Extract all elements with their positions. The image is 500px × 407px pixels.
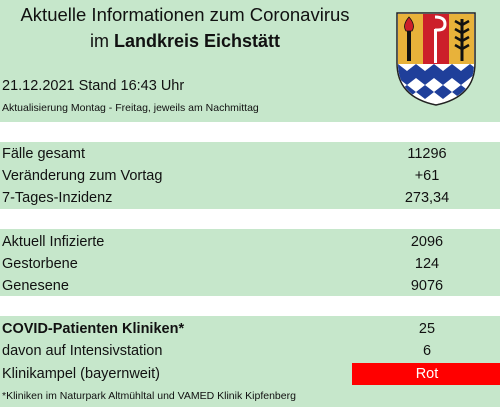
row-value: +61	[414, 168, 440, 184]
table-row: davon auf Intensivstation 6	[0, 340, 500, 362]
clinic-traffic-light-badge: Rot	[352, 363, 500, 385]
row-label: davon auf Intensivstation	[2, 343, 163, 359]
row-label: Veränderung zum Vortag	[2, 168, 163, 184]
date-line: 21.12.2021 Stand 16:43 Uhr	[2, 78, 185, 94]
separator-1	[0, 122, 500, 142]
table-row: Aktuell Infizierte 2096	[0, 231, 500, 253]
row-value: 25	[418, 321, 436, 337]
separator-3	[0, 296, 500, 316]
row-label: Gestorbene	[2, 256, 78, 272]
row-label: COVID-Patienten Kliniken*	[2, 321, 185, 337]
row-label: Genesene	[2, 278, 69, 294]
row-label: Klinikampel (bayernweit)	[2, 366, 160, 382]
row-value: 2096	[410, 234, 444, 250]
coat-of-arms-icon	[396, 12, 476, 106]
district-name: Landkreis Eichstätt	[113, 31, 281, 51]
row-label: Aktuell Infizierte	[2, 234, 105, 250]
row-label: Fälle gesamt	[2, 146, 86, 162]
table-row: Genesene 9076	[0, 275, 500, 297]
title-line-2-prefix: im	[89, 31, 114, 51]
table-row: Gestorbene 124	[0, 253, 500, 275]
footnote: *Kliniken im Naturpark Altmühltal und VA…	[2, 390, 296, 402]
row-label: 7-Tages-Inzidenz	[2, 190, 113, 206]
row-value: 9076	[410, 278, 444, 294]
row-value: 124	[414, 256, 440, 272]
table-row: Veränderung zum Vortag +61	[0, 165, 500, 187]
table-row: 7-Tages-Inzidenz 273,34	[0, 187, 500, 209]
row-value: 11296	[407, 146, 447, 162]
table-row: COVID-Patienten Kliniken* 25	[0, 318, 500, 340]
table-row: Fälle gesamt 11296	[0, 143, 500, 165]
title-line-1: Aktuelle Informationen zum Coronavirus	[20, 4, 350, 25]
row-value: 6	[422, 343, 432, 359]
separator-2	[0, 209, 500, 229]
update-schedule: Aktualisierung Montag - Freitag, jeweils…	[2, 102, 259, 114]
row-value: 273,34	[404, 190, 450, 206]
table-row: Klinikampel (bayernweit) Rot	[0, 363, 500, 385]
title-line-2: im Landkreis Eichstätt	[0, 30, 370, 52]
